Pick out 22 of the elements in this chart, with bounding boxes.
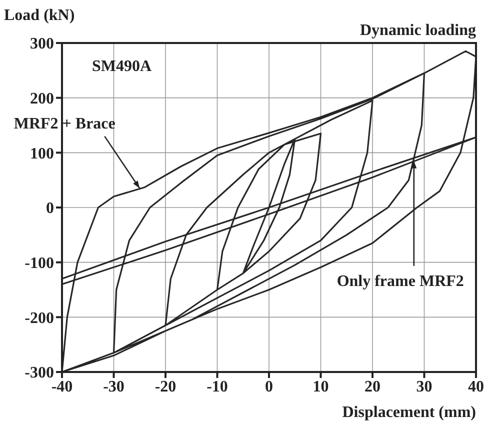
y-tick-label: 0 <box>46 200 54 218</box>
annotation: MRF2 + Brace <box>14 115 116 132</box>
x-axis-title: Displacement (mm) <box>342 404 476 421</box>
annotation: SM490A <box>92 58 152 75</box>
x-tick-label: 10 <box>312 378 329 396</box>
x-tick-label: 30 <box>416 378 432 396</box>
x-tick-label: -20 <box>154 378 176 396</box>
chart-title: Dynamic loading <box>360 22 476 39</box>
y-tick-label: 100 <box>30 145 54 162</box>
x-tick-label: -10 <box>206 378 228 396</box>
x-tick-label: -40 <box>51 378 73 396</box>
y-axis-title: Load (kN) <box>4 7 75 24</box>
x-tick-label: 20 <box>364 378 380 396</box>
x-tick-label: 0 <box>265 378 273 396</box>
y-tick-label: -200 <box>24 310 54 327</box>
y-tick-label: 300 <box>30 36 54 53</box>
y-tick-label: 200 <box>30 90 54 108</box>
x-tick-label: -30 <box>103 378 124 396</box>
y-tick-label: -300 <box>24 364 54 382</box>
x-tick-label: 40 <box>468 378 484 396</box>
y-tick-label: -100 <box>24 255 54 272</box>
annotation: Only frame MRF2 <box>336 272 464 290</box>
